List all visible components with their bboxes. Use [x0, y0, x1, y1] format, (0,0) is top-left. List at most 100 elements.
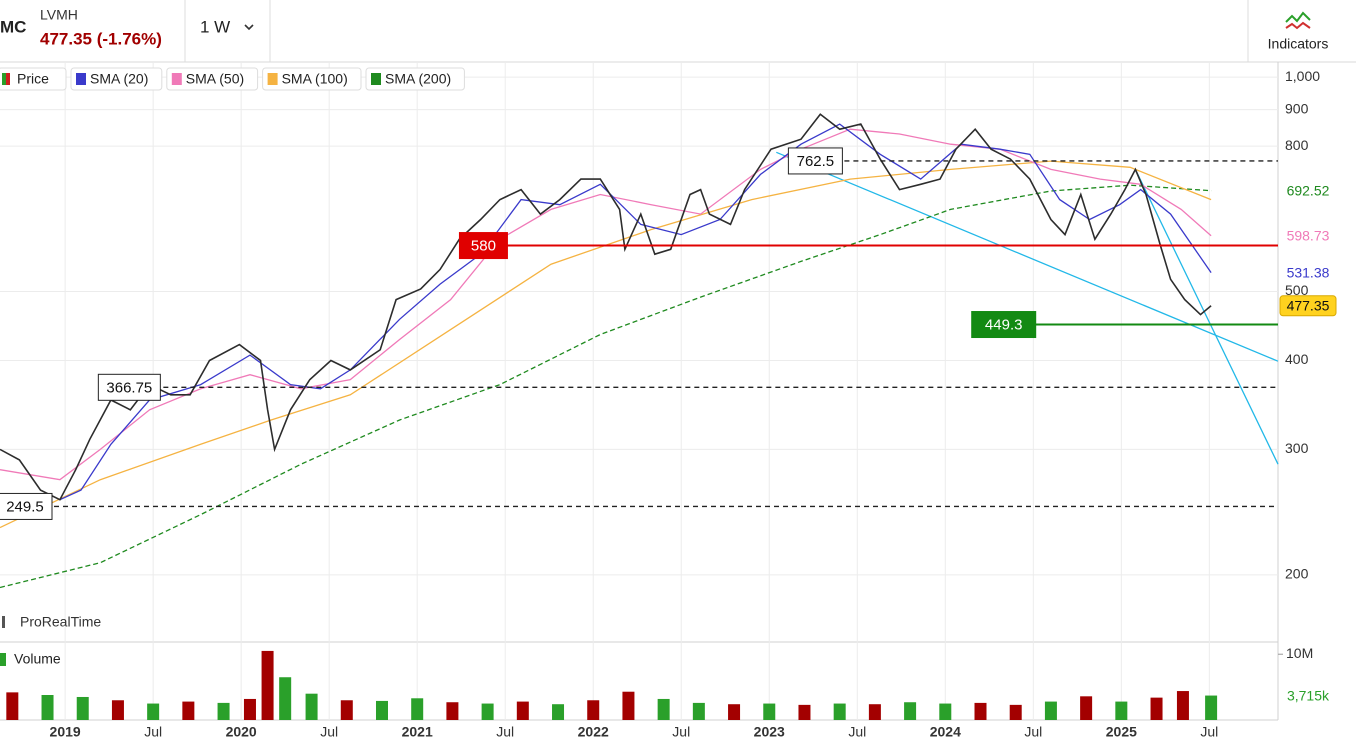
chevron: [244, 24, 254, 31]
interval[interactable]: 1 W: [200, 17, 230, 36]
legend-swatch: [171, 73, 182, 85]
series-line: [0, 128, 1212, 481]
price-tag-label: 598.73: [1287, 227, 1330, 243]
volume-tag: [1281, 685, 1335, 707]
volume-bar: [1205, 695, 1218, 720]
x-tick-label: Jul: [320, 724, 338, 740]
volume-bar: [76, 696, 89, 720]
volume-bar: [481, 703, 494, 720]
y-tick-label: 10M: [1286, 645, 1313, 661]
price-tag: [1279, 295, 1337, 317]
indicators-button[interactable]: Indicators: [1268, 11, 1329, 52]
legend-chip[interactable]: [0, 67, 67, 91]
x-tick-label: Jul: [848, 724, 866, 740]
legend-item[interactable]: SMA (200): [365, 67, 465, 91]
trendline: [776, 151, 1279, 362]
y-tick-label: 200: [1285, 566, 1309, 582]
legend-item[interactable]: SMA (100): [262, 67, 362, 91]
instrument-name: LVMH: [40, 7, 78, 23]
legend-swatch: [267, 73, 278, 85]
level-label-box: [97, 373, 161, 401]
volume-bar: [182, 701, 195, 720]
symbol: MC: [0, 17, 26, 36]
volume-bar: [657, 698, 670, 720]
volume-bar: [587, 700, 600, 720]
volume-bar: [305, 693, 318, 720]
level-label: 762.5: [797, 153, 835, 170]
x-tick-label: 2021: [402, 724, 433, 740]
volume-bar: [552, 704, 565, 720]
x-tick-label: 2025: [1106, 724, 1137, 740]
legend-swatch: [76, 73, 86, 85]
price-tag: [1279, 180, 1337, 202]
volume-bar: [111, 700, 124, 720]
volume-bar: [1009, 704, 1022, 720]
volume-bar: [904, 702, 917, 720]
series-line: [0, 113, 1212, 501]
volume-bar: [1080, 696, 1093, 720]
legend-swatch: [2, 73, 6, 85]
volume-bar: [41, 695, 54, 720]
volume-bar: [217, 702, 230, 720]
volume-bar: [798, 704, 811, 720]
legend-item[interactable]: SMA (50): [166, 67, 259, 91]
y-tick-label: 500: [1285, 282, 1309, 298]
legend-item[interactable]: Price: [0, 67, 67, 91]
volume-bar: [411, 698, 424, 720]
volume-bar: [1044, 701, 1057, 720]
volume-bar: [6, 692, 19, 720]
legend-label[interactable]: SMA (100): [282, 71, 348, 87]
watermark: ProRealTime: [20, 614, 101, 630]
legend-chip[interactable]: [70, 67, 163, 91]
price-tag: [1279, 225, 1337, 247]
legend-label[interactable]: SMA (200): [385, 71, 451, 87]
price-tag-label: 692.52: [1287, 182, 1330, 198]
volume-bar: [516, 701, 529, 720]
legend-chip[interactable]: [365, 67, 465, 91]
volume-bar: [939, 703, 952, 720]
icon: [1285, 21, 1311, 30]
x-tick-label: 2020: [226, 724, 257, 740]
icon: [1285, 11, 1311, 23]
y-tick-label: 1,000: [1285, 68, 1320, 84]
volume-bar: [1115, 701, 1128, 720]
interval-select[interactable]: 1 W: [200, 17, 254, 36]
price-tag: [1279, 262, 1337, 284]
level-label: 366.75: [106, 379, 152, 396]
x-tick-label: 2024: [930, 724, 961, 740]
legend-label[interactable]: Price: [17, 71, 49, 87]
legend-item[interactable]: SMA (20): [70, 67, 163, 91]
legend-chip[interactable]: [262, 67, 362, 91]
y-tick-label: 900: [1285, 100, 1309, 116]
trendline: [1134, 169, 1279, 465]
level-label: 249.5: [6, 498, 44, 515]
indicators-label[interactable]: Indicators: [1268, 36, 1329, 52]
quote: 477.35 (-1.76%): [40, 29, 162, 48]
y-tick-label: 300: [1285, 440, 1309, 456]
volume-bar: [147, 703, 160, 720]
y-tick-label: 800: [1285, 137, 1309, 153]
volume-bar: [1176, 691, 1189, 720]
x-tick-label: Jul: [1200, 724, 1218, 740]
volume-bar: [340, 700, 353, 720]
volume-title: Volume: [14, 651, 61, 667]
legend-chip[interactable]: [166, 67, 259, 91]
volume-bar: [375, 700, 388, 720]
volume-bar: [833, 703, 846, 720]
volume-tag-label: 3,715k: [1287, 687, 1330, 703]
legend-label[interactable]: SMA (20): [90, 71, 148, 87]
x-tick-label: Jul: [1024, 724, 1042, 740]
volume-bar: [1150, 697, 1163, 720]
volume-bar: [728, 704, 741, 720]
volume-bar: [261, 650, 274, 720]
legend-swatch: [6, 73, 10, 85]
volume-bar: [622, 691, 635, 720]
price-tag-label: 531.38: [1287, 264, 1330, 280]
volume-bar: [868, 704, 881, 720]
x-tick-label: Jul: [144, 724, 162, 740]
legend-label[interactable]: SMA (50): [186, 71, 244, 87]
grid: 200 300 400 500 800 900 1,000 2019 Jul 2020 Jul 202…: [0, 62, 1320, 740]
